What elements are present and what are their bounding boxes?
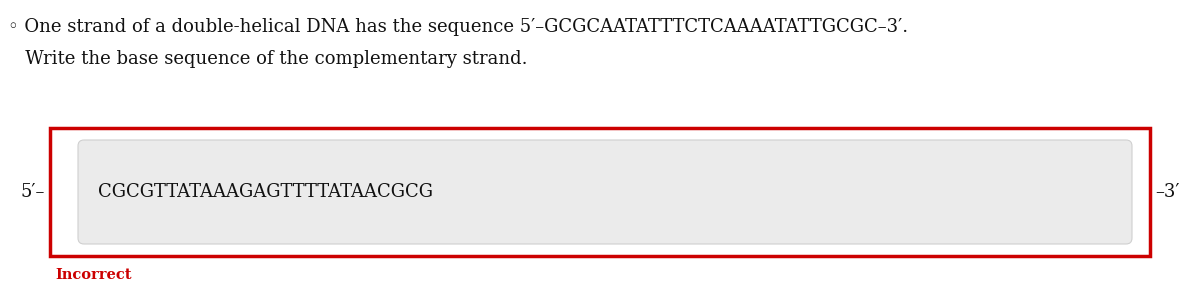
Text: CGCGTTATAAAGAGTTTTATAACGCG: CGCGTTATAAAGAGTTTTATAACGCG <box>98 183 433 201</box>
Text: ◦ One strand of a double-helical DNA has the sequence 5′–GCGCAATATTTCTCAAAATATTG: ◦ One strand of a double-helical DNA has… <box>8 18 908 36</box>
Text: Incorrect: Incorrect <box>55 268 132 282</box>
Bar <box>50 128 1150 256</box>
FancyBboxPatch shape <box>78 140 1132 244</box>
Text: –3′: –3′ <box>1154 183 1180 201</box>
Text: Write the base sequence of the complementary strand.: Write the base sequence of the complemen… <box>8 50 528 68</box>
Text: 5′–: 5′– <box>20 183 46 201</box>
